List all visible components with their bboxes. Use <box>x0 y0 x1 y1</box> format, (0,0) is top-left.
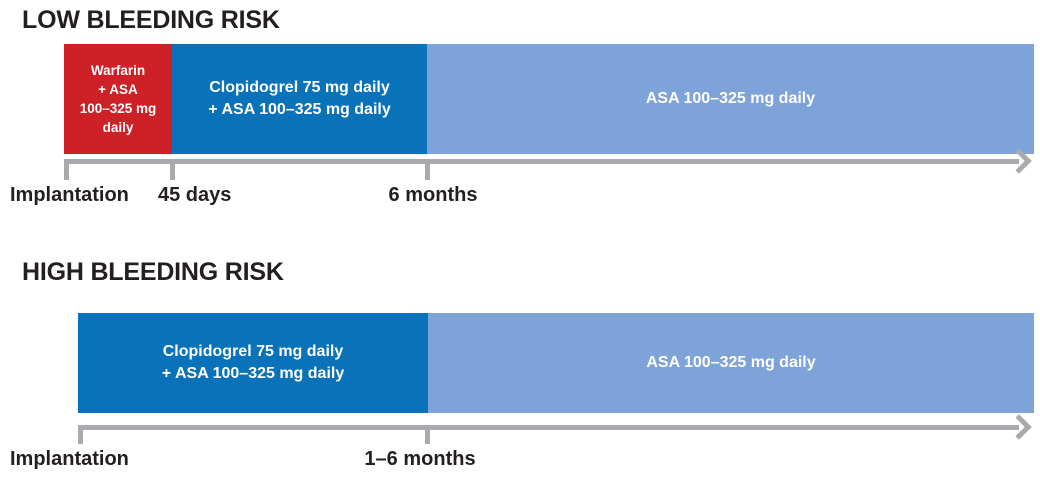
tick-implantation-low <box>64 159 69 180</box>
high-risk-title: HIGH BLEEDING RISK <box>22 258 284 286</box>
warfarin-asa-segment: Warfarin + ASA 100–325 mg daily <box>64 44 172 154</box>
clopidogrel-asa-segment-low: Clopidogrel 75 mg daily + ASA 100–325 mg… <box>172 44 427 154</box>
label-implantation-low: Implantation <box>10 184 129 206</box>
tick-45-days <box>170 159 175 180</box>
asa-segment-low: ASA 100–325 mg daily <box>427 44 1034 154</box>
timeline-axis-high <box>78 425 1019 430</box>
timeline-axis-low <box>64 159 1019 164</box>
low-risk-therapy-bar: Warfarin + ASA 100–325 mg daily Clopidog… <box>0 44 1040 154</box>
label-implantation-high: Implantation <box>10 448 129 470</box>
label-1-6-months: 1–6 months <box>364 448 476 470</box>
tick-implantation-high <box>78 425 83 444</box>
high-risk-therapy-bar: Clopidogrel 75 mg daily + ASA 100–325 mg… <box>0 313 1040 413</box>
label-45-days: 45 days <box>158 184 232 206</box>
asa-segment-high: ASA 100–325 mg daily <box>428 313 1034 413</box>
arrow-right-icon <box>1006 414 1032 440</box>
tick-6-months <box>425 159 430 180</box>
clopidogrel-asa-segment-high: Clopidogrel 75 mg daily + ASA 100–325 mg… <box>78 313 428 413</box>
tick-1-6-months <box>425 425 430 444</box>
low-risk-title: LOW BLEEDING RISK <box>22 6 280 34</box>
label-6-months: 6 months <box>388 184 478 206</box>
